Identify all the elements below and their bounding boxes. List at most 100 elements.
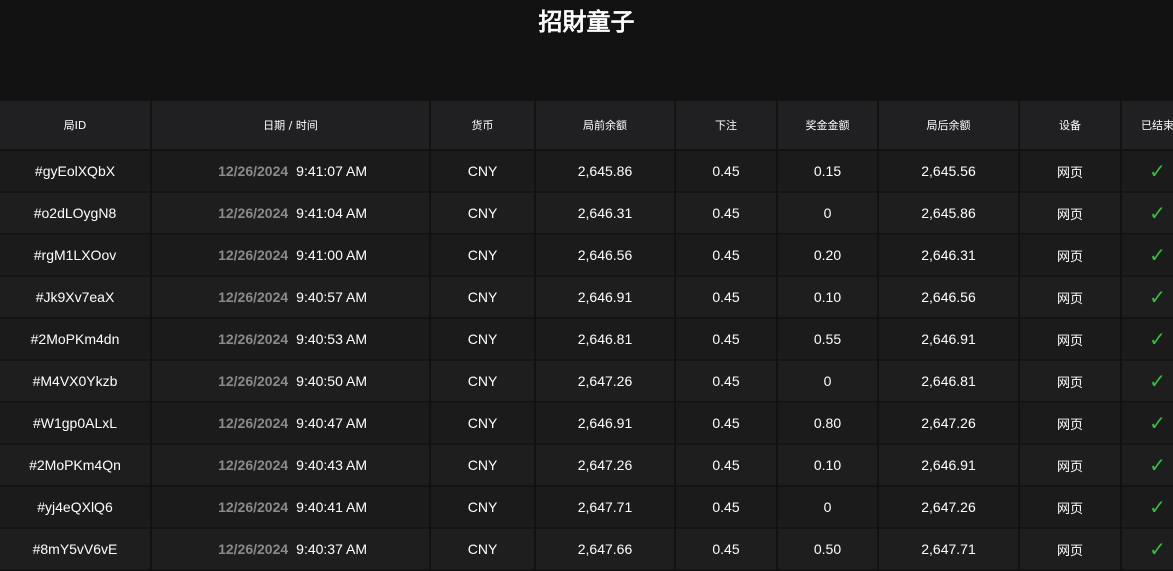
date: 12/26/2024 (218, 163, 289, 179)
balance-before: 2,646.91 (536, 277, 674, 319)
date-time: 12/26/2024 9:41:04 AM (152, 193, 429, 235)
table-row[interactable]: #2MoPKm4Qn 12/26/2024 9:40:43 AM CNY 2,647.2… (0, 445, 1173, 487)
balance-before: 2,646.56 (536, 235, 674, 277)
finished: ✓ (1122, 361, 1173, 403)
win-amount: 0.15 (778, 151, 877, 193)
currency: CNY (431, 445, 534, 487)
header-balance-after: 局后余额 (879, 101, 1018, 151)
finished: ✓ (1122, 319, 1173, 361)
date-time: 12/26/2024 9:40:43 AM (152, 445, 429, 487)
win-amount: 0.10 (778, 277, 877, 319)
date: 12/26/2024 (218, 373, 289, 389)
date: 12/26/2024 (218, 499, 289, 515)
checkmark-icon: ✓ (1149, 496, 1166, 519)
time: 9:40:53 AM (296, 331, 367, 347)
win-amount: 0.10 (778, 445, 877, 487)
checkmark-icon: ✓ (1149, 538, 1166, 561)
time: 9:41:04 AM (296, 205, 367, 221)
device: 网页 (1020, 445, 1120, 487)
history-table: 局ID 日期 / 时间 货币 局前余额 下注 奖金金额 局后余额 设备 已结束 #gyEolXQ… (0, 101, 1173, 571)
header-finished: 已结束 (1122, 101, 1173, 151)
checkmark-icon: ✓ (1149, 412, 1166, 435)
table-row[interactable]: #M4VX0Ykzb 12/26/2024 9:40:50 AM CNY 2,647.2… (0, 361, 1173, 403)
bet: 0.45 (676, 403, 776, 445)
balance-after: 2,646.56 (879, 277, 1018, 319)
table-row[interactable]: #2MoPKm4dn 12/26/2024 9:40:53 AM CNY 2,646.8… (0, 319, 1173, 361)
bet: 0.45 (676, 529, 776, 571)
time: 9:40:47 AM (296, 415, 367, 431)
device: 网页 (1020, 193, 1120, 235)
balance-before: 2,646.91 (536, 403, 674, 445)
date: 12/26/2024 (218, 205, 289, 221)
header-win-amount: 奖金金额 (778, 101, 877, 151)
finished: ✓ (1122, 445, 1173, 487)
currency: CNY (431, 319, 534, 361)
checkmark-icon: ✓ (1149, 286, 1166, 309)
checkmark-icon: ✓ (1149, 202, 1166, 225)
time: 9:40:57 AM (296, 289, 367, 305)
finished: ✓ (1122, 235, 1173, 277)
date: 12/26/2024 (218, 457, 289, 473)
date: 12/26/2024 (218, 541, 289, 557)
device: 网页 (1020, 403, 1120, 445)
balance-after: 2,646.91 (879, 445, 1018, 487)
table-row[interactable]: #yj4eQXlQ6 12/26/2024 9:40:41 AM CNY 2,647.7… (0, 487, 1173, 529)
header-round-id: 局ID (0, 101, 150, 151)
date: 12/26/2024 (218, 331, 289, 347)
header-currency: 货币 (431, 101, 534, 151)
table-row[interactable]: #Jk9Xv7eaX 12/26/2024 9:40:57 AM CNY 2,646.9… (0, 277, 1173, 319)
finished: ✓ (1122, 277, 1173, 319)
time: 9:40:43 AM (296, 457, 367, 473)
balance-before: 2,645.86 (536, 151, 674, 193)
table-row[interactable]: #o2dLOygN8 12/26/2024 9:41:04 AM CNY 2,646.3… (0, 193, 1173, 235)
win-amount: 0.20 (778, 235, 877, 277)
round-id: #M4VX0Ykzb (0, 361, 150, 403)
date-time: 12/26/2024 9:40:57 AM (152, 277, 429, 319)
balance-before: 2,647.26 (536, 445, 674, 487)
balance-after: 2,646.91 (879, 319, 1018, 361)
table-row[interactable]: #W1gp0ALxL 12/26/2024 9:40:47 AM CNY 2,646.9… (0, 403, 1173, 445)
date-time: 12/26/2024 9:40:53 AM (152, 319, 429, 361)
round-id: #yj4eQXlQ6 (0, 487, 150, 529)
currency: CNY (431, 151, 534, 193)
bet: 0.45 (676, 193, 776, 235)
balance-after: 2,647.26 (879, 403, 1018, 445)
bet: 0.45 (676, 487, 776, 529)
date-time: 12/26/2024 9:40:47 AM (152, 403, 429, 445)
date-time: 12/26/2024 9:40:37 AM (152, 529, 429, 571)
round-id: #8mY5vV6vE (0, 529, 150, 571)
device: 网页 (1020, 151, 1120, 193)
round-id: #gyEolXQbX (0, 151, 150, 193)
time: 9:40:37 AM (296, 541, 367, 557)
device: 网页 (1020, 319, 1120, 361)
time: 9:41:00 AM (296, 247, 367, 263)
checkmark-icon: ✓ (1149, 370, 1166, 393)
win-amount: 0 (778, 487, 877, 529)
balance-after: 2,646.81 (879, 361, 1018, 403)
win-amount: 0.50 (778, 529, 877, 571)
bet: 0.45 (676, 235, 776, 277)
round-id: #rgM1LXOov (0, 235, 150, 277)
currency: CNY (431, 403, 534, 445)
table-row[interactable]: #gyEolXQbX 12/26/2024 9:41:07 AM CNY 2,645.8… (0, 151, 1173, 193)
bet: 0.45 (676, 151, 776, 193)
device: 网页 (1020, 235, 1120, 277)
currency: CNY (431, 361, 534, 403)
table-row[interactable]: #rgM1LXOov 12/26/2024 9:41:00 AM CNY 2,646.5… (0, 235, 1173, 277)
balance-before: 2,647.71 (536, 487, 674, 529)
balance-after: 2,645.56 (879, 151, 1018, 193)
date-time: 12/26/2024 9:41:07 AM (152, 151, 429, 193)
finished: ✓ (1122, 151, 1173, 193)
header-device: 设备 (1020, 101, 1120, 151)
table-row[interactable]: #8mY5vV6vE 12/26/2024 9:40:37 AM CNY 2,647.6… (0, 529, 1173, 571)
device: 网页 (1020, 487, 1120, 529)
balance-before: 2,646.31 (536, 193, 674, 235)
checkmark-icon: ✓ (1149, 454, 1166, 477)
device: 网页 (1020, 361, 1120, 403)
currency: CNY (431, 277, 534, 319)
win-amount: 0 (778, 193, 877, 235)
date-time: 12/26/2024 9:40:50 AM (152, 361, 429, 403)
date: 12/26/2024 (218, 289, 289, 305)
date-time: 12/26/2024 9:40:41 AM (152, 487, 429, 529)
header-date-time: 日期 / 时间 (152, 101, 429, 151)
